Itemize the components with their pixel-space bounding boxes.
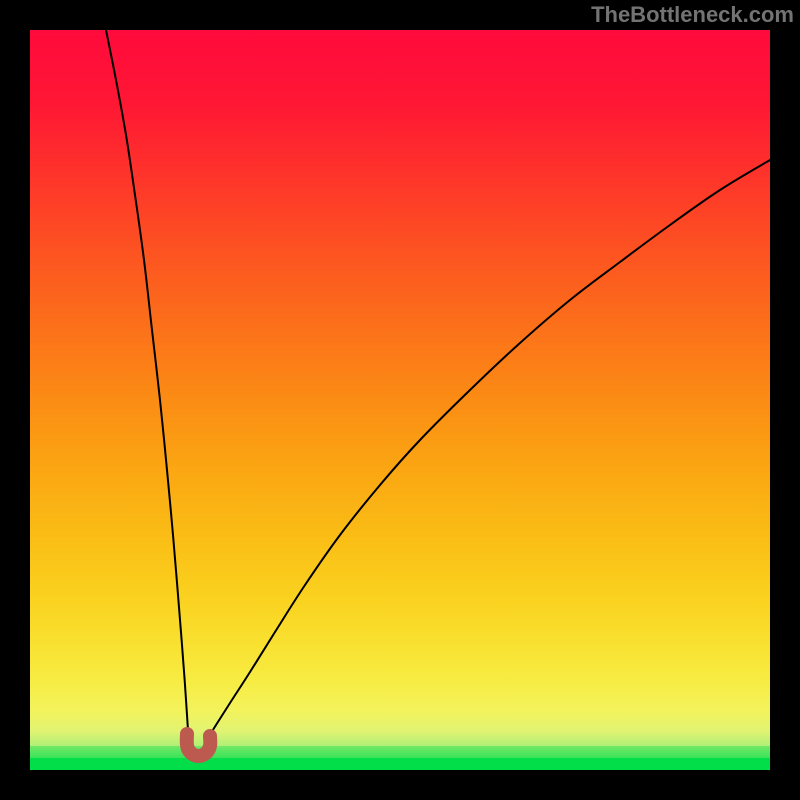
chart-background — [30, 30, 770, 770]
watermark-text: TheBottleneck.com — [591, 2, 794, 28]
chart-stage: TheBottleneck.com — [0, 0, 800, 800]
green-fade-strip — [30, 746, 770, 758]
green-bottom-strip — [30, 758, 770, 770]
bottleneck-chart — [0, 0, 800, 800]
